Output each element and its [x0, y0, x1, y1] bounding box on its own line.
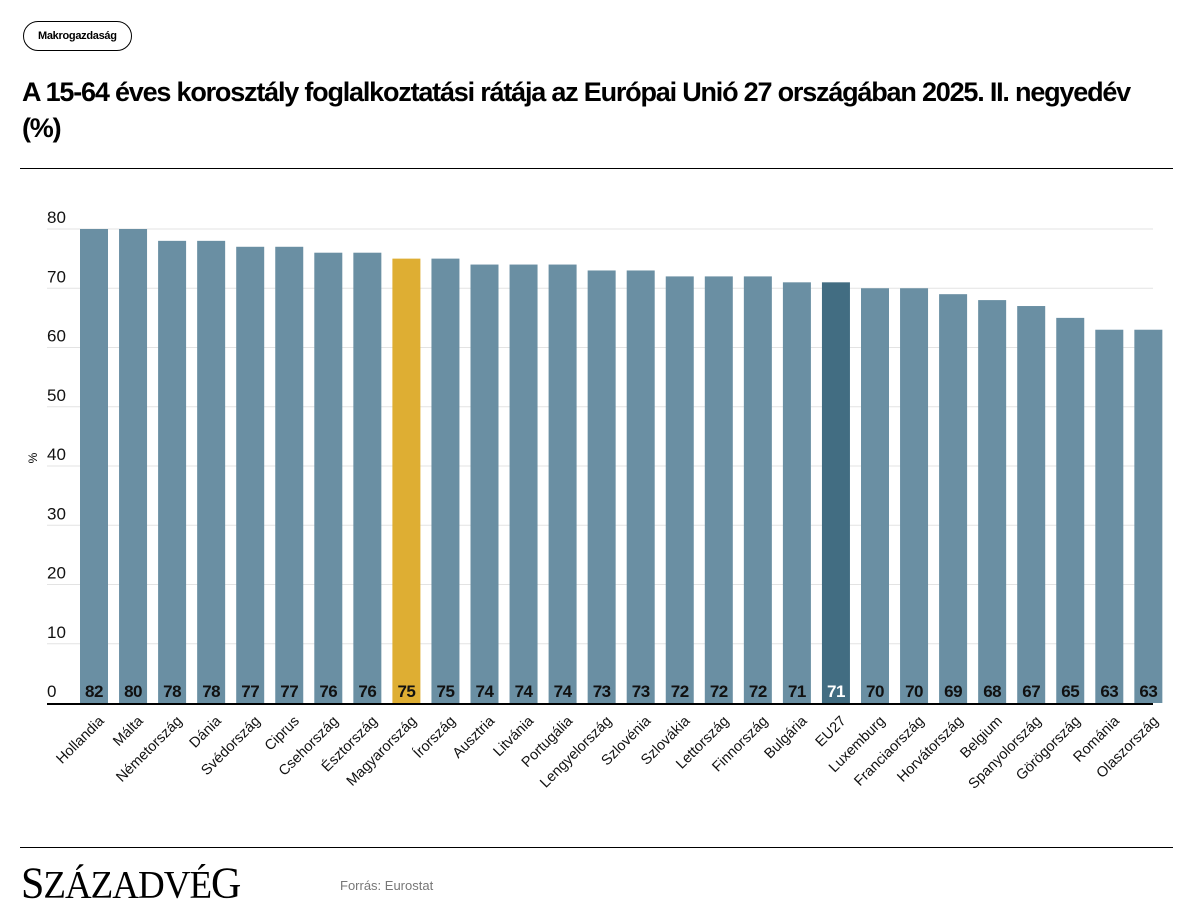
publisher-logo[interactable]: SZÁZADVÉG [21, 859, 241, 909]
bar-eu27 [821, 282, 850, 703]
bar-dánia [197, 240, 226, 703]
value-label: 76 [319, 682, 337, 701]
x-tick-label: Írország [410, 713, 459, 762]
value-label: 73 [632, 682, 650, 701]
bars [80, 229, 1163, 703]
value-label: 77 [241, 682, 259, 701]
y-tick-label: 60 [47, 327, 66, 346]
category-tag[interactable]: Makrogazdaság [23, 21, 132, 51]
value-label: 82 [85, 682, 103, 701]
value-label: 69 [944, 682, 962, 701]
y-tick-label: 40 [47, 445, 66, 464]
value-label: 72 [710, 682, 728, 701]
bar-szlovákia [665, 276, 694, 703]
value-label: 71 [827, 682, 845, 701]
title-divider [20, 168, 1173, 169]
y-axis-label: % [26, 452, 40, 463]
value-label: 74 [476, 682, 495, 701]
value-label: 67 [1022, 682, 1040, 701]
value-labels: 82 80 78 78 77 77 76 76 75 75 74 74 74 73 73 72 72 72 71 71… [85, 682, 1158, 701]
value-label: 76 [358, 682, 376, 701]
bar-németország [158, 240, 187, 703]
value-label: 63 [1139, 682, 1157, 701]
bar-hollandia [80, 229, 108, 703]
bar-görögország [1056, 317, 1085, 703]
bar-franciaország [900, 288, 929, 703]
x-tick-label: Málta [110, 713, 147, 750]
footer-divider [20, 847, 1173, 848]
value-label: 75 [436, 682, 454, 701]
x-tick-label: Ausztria [450, 713, 499, 762]
bar-csehország [314, 252, 343, 703]
x-tick-label: Bulgária [762, 713, 812, 763]
x-tick-label: EU27 [813, 713, 850, 750]
value-label: 74 [554, 682, 573, 701]
bar-svédország [236, 246, 265, 703]
y-tick-label: 80 [47, 208, 66, 227]
value-label: 63 [1100, 682, 1118, 701]
bar-magyarország [392, 258, 421, 703]
value-label: 74 [515, 682, 534, 701]
bar-belgium [978, 300, 1007, 703]
value-label: 80 [124, 682, 142, 701]
value-label: 70 [866, 682, 884, 701]
value-label: 75 [397, 682, 415, 701]
chart-title: A 15-64 éves korosztály foglalkoztatási … [22, 77, 1131, 143]
bar-chart: 0 10 20 30 40 50 60 70 80 % 82 80 78 78 77 77 76 76 75 75… [26, 208, 1163, 793]
bar-luxemburg [861, 288, 889, 703]
bar-szlovénia [626, 270, 655, 703]
bar-málta [119, 229, 148, 703]
bar-olaszország [1134, 329, 1163, 703]
value-label: 65 [1061, 682, 1079, 701]
logo-first-letter: S [21, 859, 44, 909]
y-tick-label: 70 [47, 267, 66, 286]
source-note: Forrás: Eurostat [340, 878, 434, 893]
y-tick-label: 50 [47, 386, 66, 405]
bar-finnország [743, 276, 772, 703]
value-label: 77 [280, 682, 298, 701]
bar-bulgária [782, 282, 811, 703]
value-label: 73 [593, 682, 611, 701]
bar-írország [431, 258, 460, 703]
value-label: 78 [202, 682, 220, 701]
value-label: 72 [749, 682, 767, 701]
y-tick-label: 20 [47, 564, 66, 583]
value-label: 68 [983, 682, 1001, 701]
bar-litvánia [509, 264, 538, 703]
bar-ausztria [470, 264, 499, 703]
logo-last-letter: G [211, 859, 241, 909]
bar-portugália [548, 264, 577, 703]
bar-lengyelország [587, 270, 616, 703]
y-tick-label: 30 [47, 504, 66, 523]
value-label: 78 [163, 682, 181, 701]
x-tick-label: Magyarország [344, 713, 420, 789]
value-label: 72 [671, 682, 689, 701]
y-axis-ticks: 0 10 20 30 40 50 60 70 80 [47, 208, 66, 701]
logo-middle: ZÁZADVÉ [43, 864, 212, 908]
bar-észtország [353, 252, 382, 703]
y-tick-label: 10 [47, 623, 66, 642]
bar-ciprus [275, 246, 304, 703]
bar-lettország [704, 276, 733, 703]
y-tick-label: 0 [47, 682, 56, 701]
bar-románia [1095, 329, 1124, 703]
bar-horvátország [939, 294, 968, 703]
value-label: 70 [905, 682, 923, 701]
x-tick-label: Hollandia [54, 713, 109, 768]
bar-spanyolország [1017, 306, 1046, 703]
value-label: 71 [788, 682, 806, 701]
